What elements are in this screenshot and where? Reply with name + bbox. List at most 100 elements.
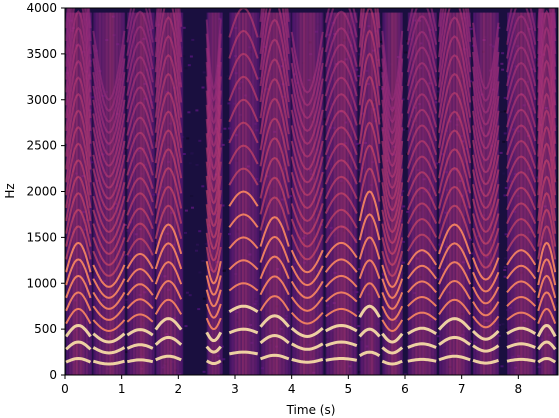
energy-column [443, 12, 446, 375]
noise-cell [401, 261, 405, 264]
harmonic-ridge [290, 109, 324, 158]
harmonic-ridge [537, 307, 557, 324]
harmonic-ridge [381, 182, 404, 223]
energy-column [298, 12, 301, 375]
energy-column [509, 12, 512, 375]
noise-cell [403, 373, 407, 375]
energy-column [467, 12, 470, 375]
energy-column [439, 12, 441, 375]
harmonic-ridge [325, 291, 358, 303]
harmonic-ridge [65, 192, 92, 234]
harmonic-ridge [126, 252, 154, 270]
noise-cell [406, 127, 410, 130]
harmonic-ridge [205, 331, 223, 343]
harmonic-ridge [65, 43, 92, 119]
noise-cell [227, 102, 231, 105]
harmonic-ridge [506, 8, 537, 45]
harmonic-ridge [259, 314, 290, 328]
harmonic-ridge [126, 131, 154, 163]
harmonic-ridge [506, 280, 537, 294]
noise-cell [535, 97, 539, 100]
x-tick-label: 0 [61, 382, 69, 396]
energy-column [240, 12, 243, 375]
harmonic-ridge [537, 75, 557, 144]
noise-cell [503, 96, 507, 99]
harmonic-ridge [290, 342, 324, 351]
harmonic-ridge [438, 242, 472, 270]
energy-column [175, 12, 178, 375]
energy-column [273, 12, 276, 375]
harmonic-ridge [228, 29, 259, 59]
energy-column [274, 12, 277, 375]
noise-cell [221, 143, 225, 146]
harmonic-ridge [205, 261, 222, 285]
harmonic-ridge [92, 346, 126, 355]
y-axis-label: Hz [3, 183, 17, 198]
energy-column [518, 12, 521, 375]
harmonic-ridge [290, 62, 324, 120]
energy-column [121, 12, 124, 375]
harmonic-ridge [92, 195, 126, 233]
noise-cell [358, 371, 361, 373]
harmonic-ridge [406, 264, 438, 280]
energy-column [106, 12, 109, 375]
harmonic-ridge [205, 90, 222, 148]
noise-cell [535, 348, 539, 351]
harmonic-ridge [259, 156, 290, 199]
harmonic-ridge [406, 77, 438, 114]
noise-cell [191, 38, 195, 41]
harmonic-ridge [325, 307, 358, 318]
harmonic-ridge [259, 58, 290, 119]
harmonic-ridge [126, 222, 154, 243]
harmonic-ridge [154, 279, 183, 300]
harmonic-ridge [472, 125, 500, 174]
harmonic-ridge [472, 213, 500, 245]
harmonic-ridge [406, 233, 438, 252]
harmonic-ridge [506, 264, 537, 280]
harmonic-ridge [92, 30, 126, 102]
energy-column [164, 12, 167, 375]
y-tick-label: 500 [34, 322, 57, 336]
noise-cell [503, 266, 507, 269]
harmonic-ridge [438, 279, 472, 300]
harmonic-ridge [205, 76, 222, 136]
harmonic-ridge [324, 76, 358, 112]
harmonic-ridge [229, 350, 258, 356]
harmonic-ridge [438, 72, 472, 133]
energy-column [378, 12, 381, 375]
harmonic-ridge [154, 298, 183, 315]
harmonic-ridge [205, 289, 222, 308]
harmonic-ridge [381, 140, 404, 190]
harmonic-ridge [228, 75, 259, 102]
harmonic-ridge [506, 186, 537, 211]
energy-column [155, 12, 158, 375]
harmonic-ridge [381, 223, 404, 256]
harmonic-ridge [438, 261, 472, 285]
harmonic-ridge [92, 99, 126, 156]
noise-cell [195, 163, 199, 166]
harmonic-ridge [472, 315, 500, 329]
energy-column [261, 12, 264, 375]
harmonic-ridge [407, 311, 437, 321]
noise-cell [222, 358, 226, 361]
harmonic-ridge [537, 340, 557, 351]
noise-cell [501, 52, 505, 55]
energy-column [321, 12, 324, 375]
noise-cell [501, 323, 505, 326]
harmonic-ridge [259, 275, 290, 296]
harmonic-ridge [259, 18, 290, 87]
harmonic-ridge [406, 155, 438, 183]
harmonic-ridge [126, 8, 154, 43]
energy-column [497, 12, 500, 375]
energy-column [276, 12, 279, 375]
energy-column [390, 12, 393, 375]
harmonic-ridge [290, 234, 324, 261]
energy-column [431, 12, 434, 375]
noise-cell [502, 172, 506, 175]
harmonic-ridge [290, 311, 324, 325]
harmonic-ridge [438, 148, 472, 194]
harmonic-ridge [381, 44, 404, 113]
noise-cell [401, 128, 405, 131]
energy-column [325, 12, 328, 375]
